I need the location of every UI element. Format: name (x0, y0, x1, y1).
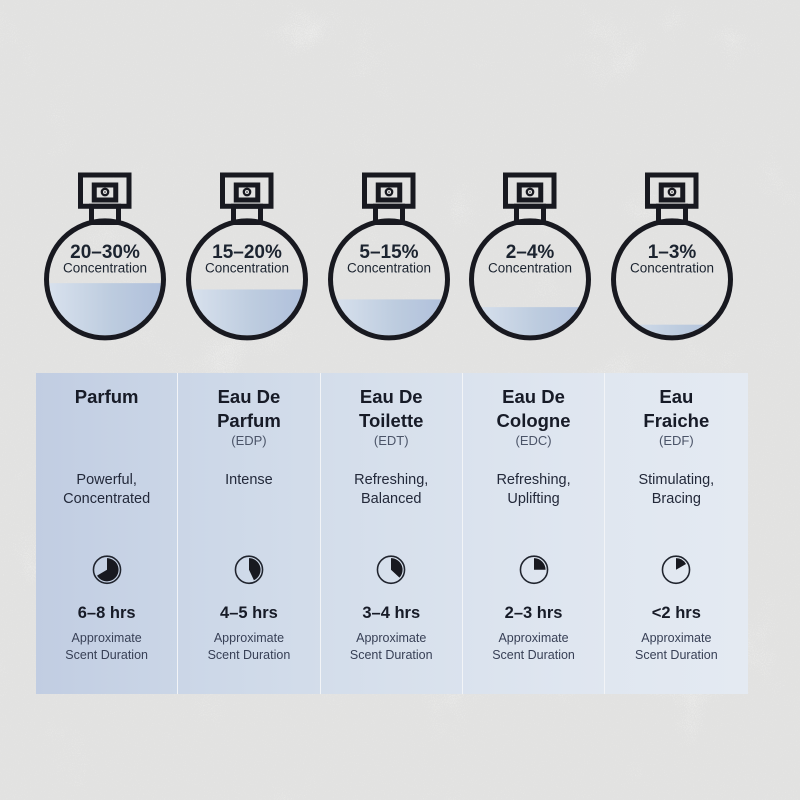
svg-text:Concentration: Concentration (630, 261, 714, 276)
svg-text:Concentration: Concentration (347, 261, 431, 276)
svg-text:Concentration: Concentration (205, 261, 289, 276)
svg-text:Concentration: Concentration (488, 261, 572, 276)
svg-text:Concentration: Concentration (63, 261, 147, 276)
